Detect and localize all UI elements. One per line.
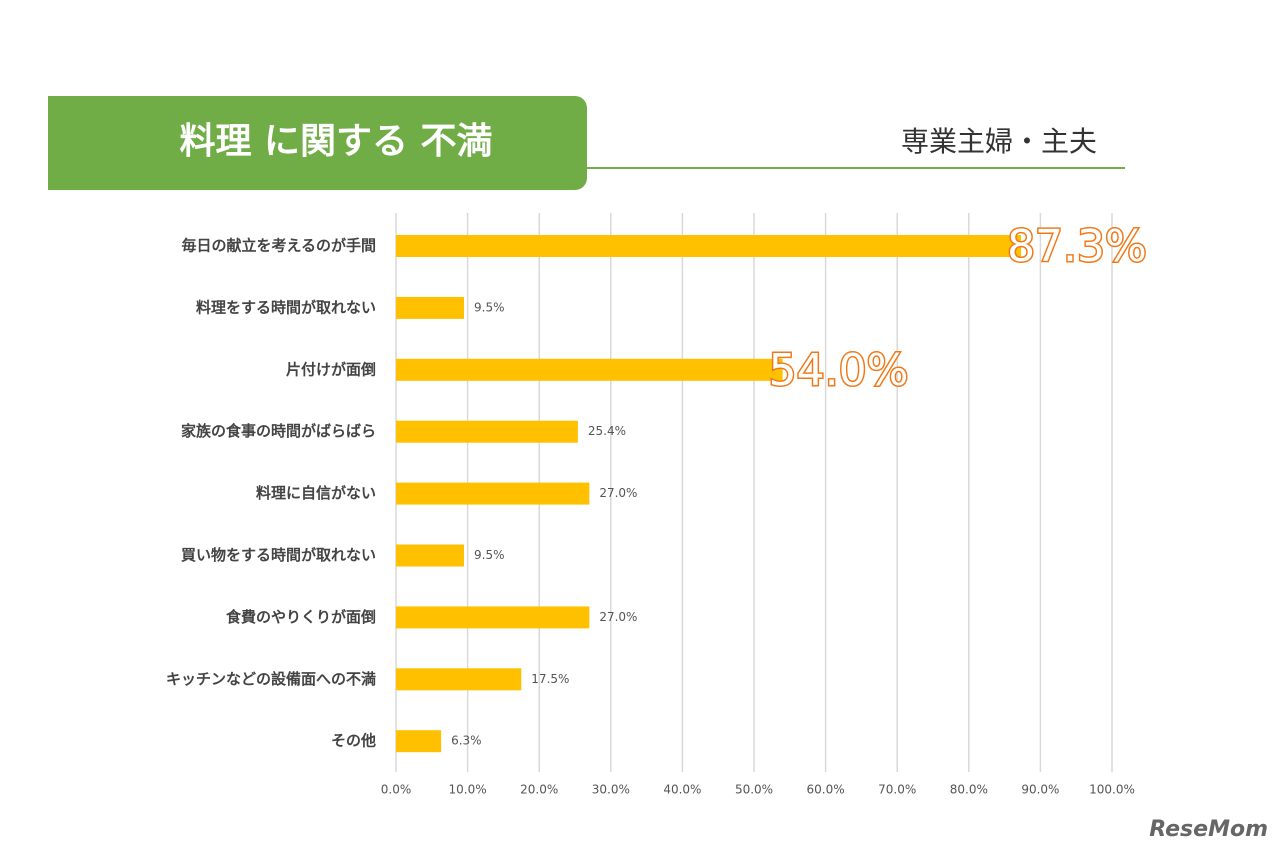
y-tick-label: 毎日の献立を考えるのが手間 (181, 237, 376, 255)
bar (396, 544, 465, 567)
y-tick-label: 買い物をする時間が取れない (181, 546, 376, 564)
y-tick-label: 片付けが面倒 (286, 360, 376, 378)
x-tick-label: 10.0% (449, 783, 487, 797)
x-tick-label: 60.0% (807, 783, 845, 797)
highlight-value-label: 54.0% (769, 345, 909, 396)
highlight-value-label: 87.3% (1007, 221, 1147, 272)
bar (396, 420, 578, 443)
bar (396, 358, 783, 381)
bar (396, 730, 442, 753)
bar (396, 668, 522, 691)
x-tick-label: 90.0% (1021, 783, 1059, 797)
value-label: 9.5% (474, 300, 505, 314)
value-label: 27.0% (599, 610, 637, 624)
y-tick-label: その他 (331, 732, 376, 750)
x-tick-label: 100.0% (1089, 783, 1135, 797)
title-banner (48, 96, 587, 190)
y-tick-label: キッチンなどの設備面への不満 (166, 670, 376, 688)
value-label: 9.5% (474, 548, 505, 562)
bar (396, 482, 590, 505)
bar (396, 606, 590, 629)
y-tick-label: 料理に自信がない (256, 484, 376, 502)
watermark: ReseMom (1149, 817, 1268, 842)
chart-subtitle: 専業主婦・主夫 (901, 125, 1097, 158)
value-label: 6.3% (451, 734, 482, 748)
x-tick-label: 30.0% (592, 783, 630, 797)
bar (396, 296, 465, 319)
bar (396, 235, 1022, 257)
y-tick-label: 料理をする時間が取れない (196, 298, 376, 316)
x-tick-label: 50.0% (735, 783, 773, 797)
x-tick-label: 70.0% (878, 783, 916, 797)
value-label: 17.5% (531, 672, 569, 686)
value-label: 25.4% (588, 424, 626, 438)
x-tick-label: 80.0% (950, 783, 988, 797)
title-banner-edge (48, 96, 68, 190)
x-tick-label: 0.0% (381, 783, 412, 797)
x-tick-label: 20.0% (520, 783, 558, 797)
y-tick-label: 食費のやりくりが面倒 (226, 608, 376, 626)
chart-title: 料理 に関する 不満 (179, 121, 492, 162)
y-tick-label: 家族の食事の時間がばらばら (181, 422, 376, 440)
value-label: 27.0% (599, 486, 637, 500)
x-tick-label: 40.0% (663, 783, 701, 797)
